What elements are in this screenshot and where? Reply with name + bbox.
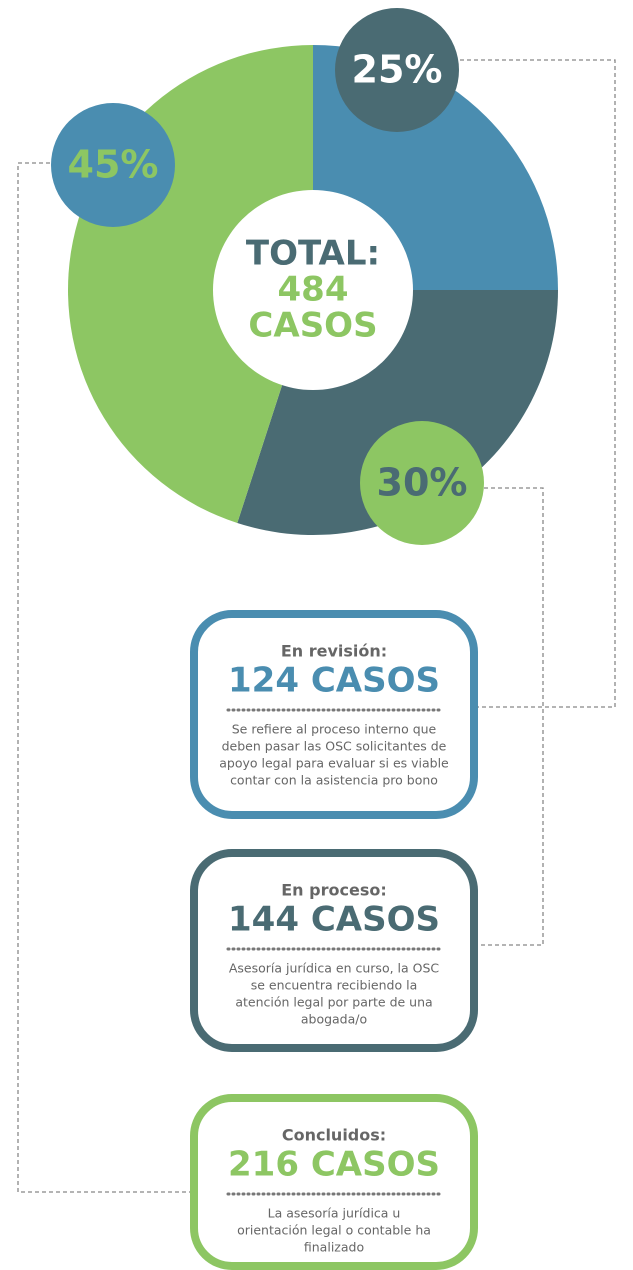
center-text: TOTAL: xyxy=(246,234,380,274)
card-description: finalizado xyxy=(304,1240,364,1255)
card-description: se encuentra recibiendo la xyxy=(251,978,417,993)
card xyxy=(190,610,478,819)
percent-badge xyxy=(360,421,484,545)
connector xyxy=(478,487,544,946)
card-description: La asesoría jurídica u xyxy=(268,1206,401,1221)
percent-label: 45% xyxy=(68,143,159,187)
percent-label: 25% xyxy=(352,48,443,92)
card-count: 144 CASOS xyxy=(228,900,440,940)
card-title: Concluidos: xyxy=(282,1126,386,1145)
card-count: 216 CASOS xyxy=(228,1145,440,1185)
percent-badge xyxy=(51,103,175,227)
card-description: atención legal por parte de una xyxy=(235,995,432,1010)
card xyxy=(190,1094,478,1270)
card-description: apoyo legal para evaluar si es viable xyxy=(219,756,449,771)
connector xyxy=(17,162,190,1193)
card-title: En revisión: xyxy=(281,642,387,661)
card-description: orientación legal o contable ha xyxy=(237,1223,431,1238)
card-title: En proceso: xyxy=(281,881,386,900)
connector xyxy=(460,59,616,708)
percent-label: 30% xyxy=(377,461,468,505)
percent-badge xyxy=(335,8,459,132)
card-description: contar con la asistencia pro bono xyxy=(230,773,438,788)
card-description: abogada/o xyxy=(301,1012,367,1027)
center-hole xyxy=(213,190,413,390)
card-count: 124 CASOS xyxy=(228,661,440,701)
center-text: 484 xyxy=(278,270,349,310)
card-description: Se refiere al proceso interno que xyxy=(232,722,437,737)
card-description: Asesoría jurídica en curso, la OSC xyxy=(229,961,440,976)
card-description: deben pasar las OSC solicitantes de xyxy=(222,739,447,754)
center-text: CASOS xyxy=(248,306,377,346)
